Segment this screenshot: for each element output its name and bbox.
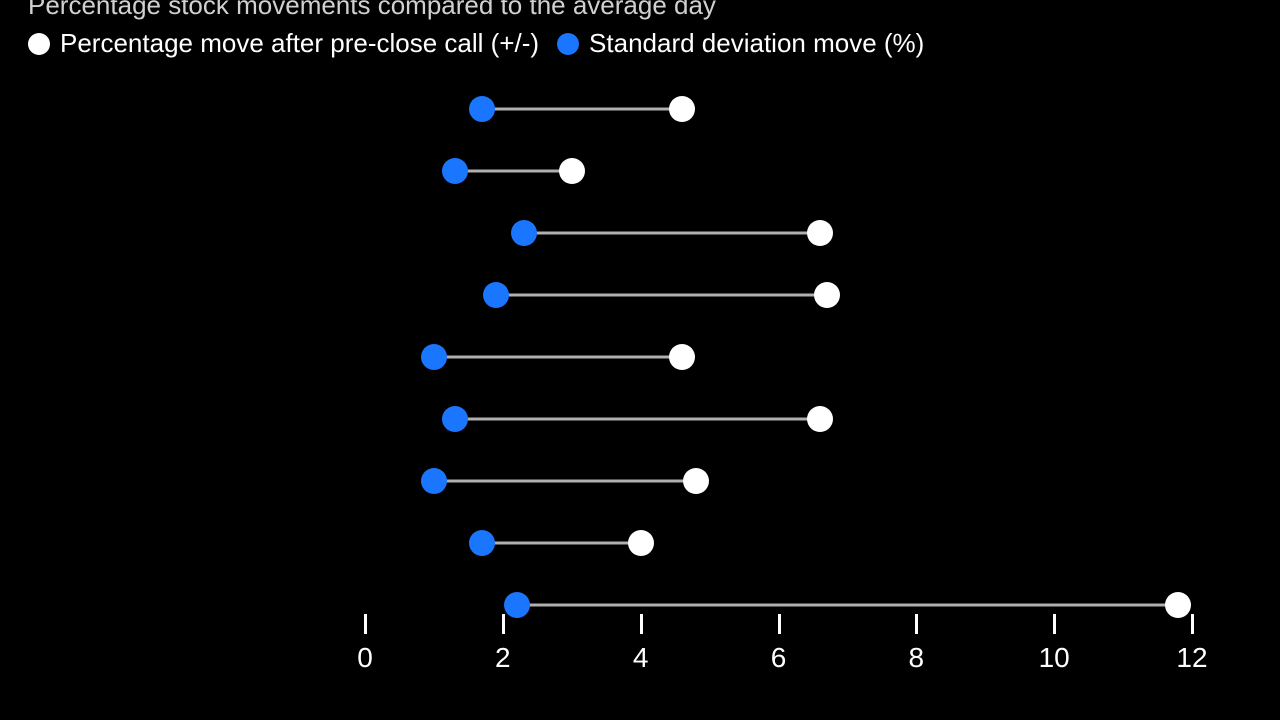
- pctmove-dot: [669, 344, 695, 370]
- connector-line: [482, 108, 682, 111]
- axis-tick: [640, 614, 643, 634]
- axis-tick-label: 0: [357, 642, 373, 674]
- legend-label-pct: Percentage move after pre-close call (+/…: [60, 28, 539, 59]
- chart-legend: Percentage move after pre-close call (+/…: [28, 28, 924, 59]
- legend-item-pct: Percentage move after pre-close call (+/…: [28, 28, 539, 59]
- connector-line: [482, 542, 641, 545]
- connector-line: [455, 170, 572, 173]
- stddev-dot: [511, 220, 537, 246]
- legend-label-stddev: Standard deviation move (%): [589, 28, 924, 59]
- axis-tick-label: 12: [1176, 642, 1207, 674]
- stock-movement-chart: Percentage stock movements compared to t…: [0, 0, 1280, 720]
- pctmove-dot: [1165, 592, 1191, 618]
- legend-dot-stddev: [557, 33, 579, 55]
- axis-tick-label: 2: [495, 642, 511, 674]
- axis-tick: [1053, 614, 1056, 634]
- legend-item-stddev: Standard deviation move (%): [557, 28, 924, 59]
- pctmove-dot: [559, 158, 585, 184]
- legend-dot-pct: [28, 33, 50, 55]
- axis-tick: [364, 614, 367, 634]
- chart-subtitle: Percentage stock movements compared to t…: [28, 0, 716, 21]
- stddev-dot: [469, 530, 495, 556]
- axis-tick: [778, 614, 781, 634]
- axis-tick-label: 10: [1039, 642, 1070, 674]
- axis-tick-label: 6: [771, 642, 787, 674]
- connector-line: [517, 604, 1179, 607]
- pctmove-dot: [814, 282, 840, 308]
- connector-line: [524, 232, 820, 235]
- connector-line: [434, 356, 682, 359]
- stddev-dot: [442, 406, 468, 432]
- stddev-dot: [442, 158, 468, 184]
- axis-tick: [502, 614, 505, 634]
- connector-line: [496, 294, 827, 297]
- pctmove-dot: [669, 96, 695, 122]
- stddev-dot: [421, 468, 447, 494]
- stddev-dot: [421, 344, 447, 370]
- pctmove-dot: [628, 530, 654, 556]
- connector-line: [434, 480, 696, 483]
- stddev-dot: [504, 592, 530, 618]
- axis-tick: [915, 614, 918, 634]
- axis-tick: [1191, 614, 1194, 634]
- connector-line: [455, 418, 820, 421]
- pctmove-dot: [807, 406, 833, 432]
- stddev-dot: [469, 96, 495, 122]
- pctmove-dot: [683, 468, 709, 494]
- pctmove-dot: [807, 220, 833, 246]
- axis-tick-label: 4: [633, 642, 649, 674]
- stddev-dot: [483, 282, 509, 308]
- axis-tick-label: 8: [909, 642, 925, 674]
